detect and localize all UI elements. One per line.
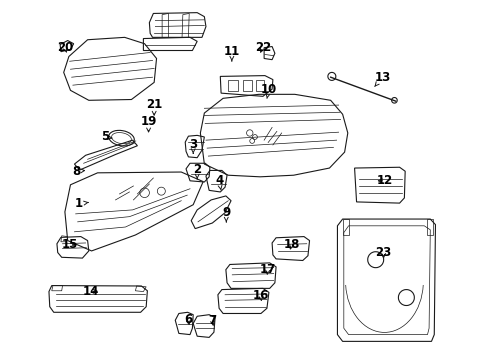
Text: 13: 13 xyxy=(374,71,391,86)
Text: 17: 17 xyxy=(260,263,276,276)
Text: 8: 8 xyxy=(73,165,85,178)
Text: 3: 3 xyxy=(189,138,197,153)
Text: 1: 1 xyxy=(74,197,88,210)
Text: 5: 5 xyxy=(100,130,112,144)
Text: 19: 19 xyxy=(141,114,157,132)
Text: 18: 18 xyxy=(284,238,300,251)
Text: 2: 2 xyxy=(193,163,201,179)
Text: 12: 12 xyxy=(377,174,393,187)
Text: 21: 21 xyxy=(146,98,162,115)
Text: 6: 6 xyxy=(184,313,192,326)
Text: 11: 11 xyxy=(224,45,240,61)
Text: 9: 9 xyxy=(222,206,230,222)
Text: 20: 20 xyxy=(57,41,73,54)
Text: 16: 16 xyxy=(253,289,269,302)
Text: 4: 4 xyxy=(215,174,223,190)
Text: 7: 7 xyxy=(208,314,217,327)
Text: 14: 14 xyxy=(82,285,98,298)
Text: 15: 15 xyxy=(61,238,78,251)
Text: 23: 23 xyxy=(375,246,392,259)
Text: 10: 10 xyxy=(261,83,277,98)
Text: 22: 22 xyxy=(255,41,271,54)
